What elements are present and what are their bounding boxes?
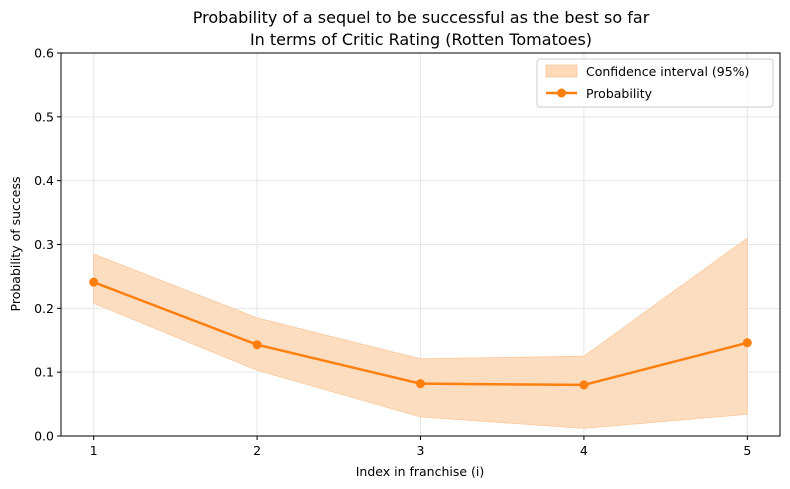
y-tick-label: 0.2 — [34, 301, 54, 316]
chart-title-line1: Probability of a sequel to be successful… — [193, 8, 650, 27]
x-tick-label: 5 — [743, 443, 751, 458]
chart-title: Probability of a sequel to be successful… — [193, 8, 650, 49]
chart-title-line2: In terms of Critic Rating (Rotten Tomato… — [250, 30, 592, 49]
data-point — [416, 379, 425, 389]
y-axis: 0.0 0.1 0.2 0.3 0.4 0.5 0.6 — [34, 46, 61, 444]
y-tick-label: 0.4 — [34, 173, 54, 188]
series-probability — [89, 277, 752, 390]
y-tick-label: 0.5 — [34, 109, 54, 124]
y-tick-label: 0.0 — [34, 429, 54, 444]
y-tick-label: 0.3 — [34, 237, 54, 252]
y-tick-label: 0.1 — [34, 365, 54, 380]
x-tick-label: 3 — [417, 443, 425, 458]
y-tick-label: 0.6 — [34, 46, 54, 61]
legend-probability-label: Probability — [586, 86, 653, 101]
x-axis: 1 2 3 4 5 — [90, 436, 751, 458]
legend-ci-swatch — [545, 64, 578, 78]
data-point — [742, 338, 752, 348]
legend: Confidence interval (95%) Probability — [536, 58, 774, 108]
data-point — [252, 340, 262, 350]
x-tick-label: 4 — [580, 443, 588, 458]
x-tick-label: 2 — [253, 443, 261, 458]
legend-frame — [536, 58, 774, 108]
data-point — [579, 380, 589, 390]
y-axis-label: Probability of success — [8, 177, 23, 312]
legend-probability-marker — [557, 88, 566, 98]
legend-ci-label: Confidence interval (95%) — [586, 64, 749, 79]
data-point — [89, 277, 99, 287]
x-tick-label: 1 — [90, 443, 98, 458]
x-axis-label: Index in franchise (i) — [356, 464, 485, 479]
